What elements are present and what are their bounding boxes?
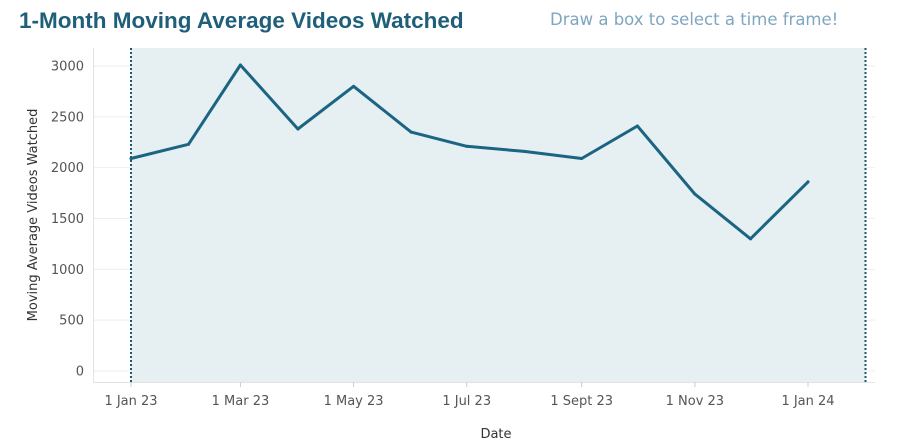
data-point[interactable]: [806, 180, 810, 184]
x-tick-label: 1 Jan 23: [104, 394, 157, 409]
chart-title: 1-Month Moving Average Videos Watched: [19, 8, 464, 33]
data-point[interactable]: [693, 192, 697, 196]
data-point[interactable]: [635, 124, 639, 128]
data-point[interactable]: [749, 237, 753, 241]
x-tick-label: 1 Sept 23: [550, 394, 613, 409]
x-tick-label: 1 Jul 23: [442, 394, 491, 409]
y-tick-label: 0: [76, 365, 84, 380]
axis-labels: 0 500 1000 1500 2000 2500 3000 1 Jan 23 1 Mar 23…: [26, 60, 835, 443]
data-point[interactable]: [465, 144, 469, 148]
data-point[interactable]: [409, 130, 413, 134]
y-tick-label: 500: [59, 314, 84, 329]
data-point[interactable]: [238, 63, 242, 67]
y-tick-label: 2500: [51, 110, 84, 125]
data-point[interactable]: [352, 84, 356, 88]
axes: [93, 48, 875, 387]
y-tick-label: 2000: [51, 161, 84, 176]
y-tick-label: 3000: [51, 60, 84, 75]
x-tick-label: 1 Nov 23: [666, 394, 724, 409]
y-tick-label: 1500: [51, 212, 84, 227]
x-tick-label: 1 Mar 23: [212, 394, 270, 409]
data-point[interactable]: [522, 149, 526, 153]
y-tick-label: 1000: [51, 263, 84, 278]
x-tick-label: 1 May 23: [324, 394, 384, 409]
series-line: [129, 63, 810, 241]
x-tick-label: 1 Jan 24: [781, 394, 834, 409]
x-axis-title: Date: [480, 427, 511, 442]
selection-hint: Draw a box to select a time frame!: [550, 10, 839, 29]
data-point[interactable]: [129, 157, 133, 161]
data-point[interactable]: [186, 142, 190, 146]
y-axis-title: Moving Average Videos Watched: [26, 109, 41, 322]
data-point[interactable]: [580, 157, 584, 161]
data-point[interactable]: [296, 127, 300, 131]
time-frame-selection: [130, 48, 867, 382]
selection-box[interactable]: [131, 48, 866, 382]
